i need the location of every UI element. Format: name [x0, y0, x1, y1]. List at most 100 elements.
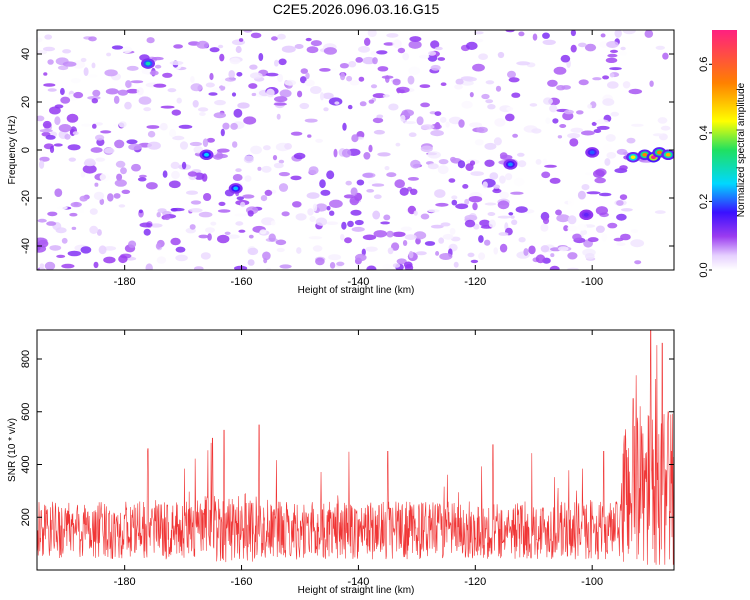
heatmap-cell: [585, 172, 592, 176]
heatmap-cell: [559, 124, 567, 128]
heatmap-cell: [576, 110, 584, 115]
heatmap-cell: [306, 192, 320, 199]
heatmap-y-label: Frequency (Hz): [7, 116, 18, 185]
heatmap-cell: [610, 111, 619, 117]
heatmap-cell: [430, 130, 444, 137]
heatmap-cell: [408, 66, 421, 75]
heatmap-cell: [516, 61, 531, 66]
heatmap-cell: [80, 171, 86, 178]
heatmap-cell: [315, 138, 323, 143]
heatmap-cell: [82, 164, 97, 174]
heatmap-cell: [179, 141, 189, 150]
heatmap-cell: [630, 229, 639, 233]
heatmap-cell: [622, 81, 631, 89]
heatmap-cell: [126, 88, 140, 94]
heatmap-cell: [95, 134, 105, 141]
heatmap-cell: [310, 40, 322, 47]
heatmap-cell: [356, 179, 365, 186]
heatmap-cell: [207, 233, 212, 241]
heatmap-cell: [495, 85, 502, 92]
heatmap-cell: [570, 44, 577, 53]
heatmap-cell: [408, 250, 414, 259]
colorbar-tick-label: 0.4: [698, 125, 710, 140]
heatmap-cell: [626, 137, 636, 144]
heatmap-cell: [584, 43, 597, 52]
heatmap-cell: [493, 247, 499, 255]
heatmap-cell: [49, 245, 62, 251]
heatmap-cell: [494, 118, 506, 127]
heatmap-cell: [121, 189, 131, 194]
heatmap-cell: [437, 57, 446, 61]
heatmap-cell: [44, 34, 53, 40]
heatmap-cell: [162, 72, 173, 78]
heatmap-cell: [249, 72, 263, 79]
heatmap-cell: [570, 127, 584, 133]
heatmap-cell: [359, 101, 367, 107]
heatmap-cell: [413, 210, 418, 216]
heatmap-cell: [567, 225, 578, 232]
heatmap-cell: [380, 221, 390, 225]
heatmap-cell: [397, 47, 406, 54]
heatmap-cell: [604, 158, 611, 166]
heatmap-cell: [242, 194, 255, 199]
heatmap-cell: [542, 39, 556, 45]
heatmap-cell: [323, 107, 329, 112]
heatmap-cell: [143, 107, 152, 112]
heatmap-cell: [113, 193, 121, 199]
heatmap-cell: [216, 148, 230, 153]
heatmap-cell: [265, 267, 272, 270]
heatmap-cell: [358, 46, 370, 53]
heatmap-cell: [229, 57, 241, 65]
heatmap-cell: [92, 89, 101, 97]
heatmap-cell: [69, 212, 78, 217]
heatmap-cell: [373, 194, 382, 199]
heatmap-cell: [271, 36, 278, 41]
heatmap-cell: [606, 41, 619, 48]
heatmap-cell: [307, 134, 312, 138]
heatmap-cell: [532, 33, 538, 41]
heatmap-cell: [363, 152, 371, 160]
heatmap-cell: [631, 123, 644, 127]
heatmap-cell: [274, 96, 288, 103]
heatmap-cell: [531, 128, 542, 134]
heatmap-cell: [512, 133, 518, 138]
heatmap-cell: [434, 46, 443, 51]
heatmap-cell: [362, 172, 376, 179]
heatmap-cell: [37, 218, 47, 223]
heatmap-cell: [149, 70, 159, 76]
heatmap-cell: [355, 57, 364, 63]
heatmap-cell: [392, 78, 401, 86]
heatmap-cell: [439, 116, 447, 123]
heatmap-cell: [361, 248, 366, 256]
heatmap-cell: [106, 52, 112, 57]
heatmap-cell: [61, 237, 68, 244]
heatmap-cell: [593, 169, 605, 178]
heatmap-cell: [427, 151, 442, 159]
heatmap-cell: [118, 204, 126, 208]
heatmap-cell: [58, 124, 72, 133]
heatmap-cell: [508, 212, 514, 216]
heatmap-cell: [138, 209, 143, 214]
heatmap-cell: [461, 80, 474, 86]
heatmap-cell: [372, 93, 386, 99]
heatmap-cell: [251, 92, 257, 97]
heatmap-cell: [91, 62, 96, 69]
heatmap-cell: [557, 135, 563, 139]
heatmap-cell: [376, 114, 384, 119]
heatmap-cell: [159, 122, 168, 131]
heatmap-cell: [305, 72, 310, 80]
heatmap-cell: [657, 117, 668, 124]
heatmap-cell: [240, 201, 246, 208]
heatmap-cell: [233, 108, 243, 118]
heatmap-cell: [540, 245, 550, 253]
heatmap-cell: [170, 237, 181, 246]
heatmap-cell: [237, 102, 250, 109]
heatmap-cell: [493, 137, 502, 146]
heatmap-cell: [563, 225, 569, 232]
heatmap-cell: [162, 170, 168, 178]
heatmap-cell: [116, 173, 123, 181]
heatmap-cell: [80, 246, 92, 254]
heatmap-cell: [442, 233, 454, 240]
heatmap-cell: [203, 193, 212, 201]
heatmap-cell: [312, 203, 318, 212]
